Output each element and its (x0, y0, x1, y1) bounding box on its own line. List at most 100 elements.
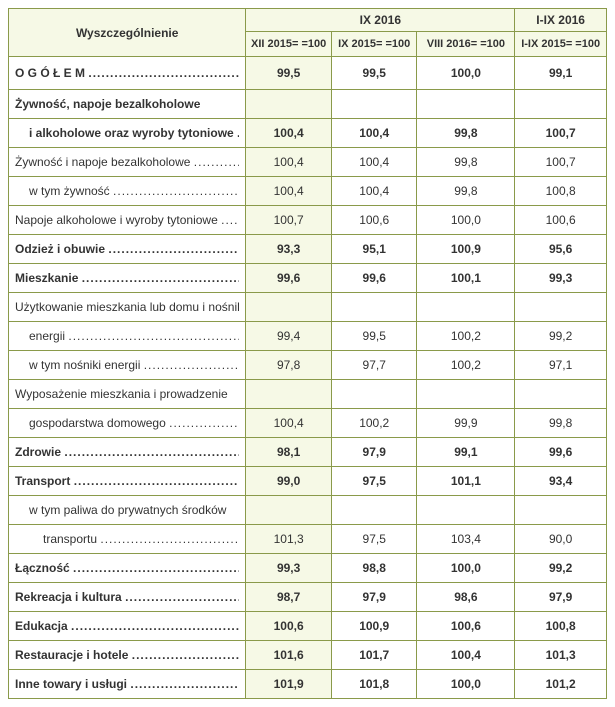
row-label: Restauracje i hotele (9, 641, 246, 670)
cell-value: 100,1 (417, 264, 515, 293)
row-label-text: Łączność (15, 561, 70, 575)
cell-value: 99,5 (331, 57, 417, 90)
cell-value (515, 90, 607, 119)
row-label: Zdrowie (9, 438, 246, 467)
table-row: energii 99,499,5100,299,2 (9, 322, 607, 351)
cell-value: 101,9 (246, 670, 332, 699)
leader-dots (108, 242, 239, 256)
cell-value: 99,6 (331, 264, 417, 293)
cell-value: 100,7 (246, 206, 332, 235)
cell-value: 100,6 (515, 206, 607, 235)
cell-value: 99,1 (515, 57, 607, 90)
leader-dots (221, 213, 239, 227)
cell-value (331, 293, 417, 322)
table-row: w tym nośniki energii 97,897,7100,297,1 (9, 351, 607, 380)
table-row: Edukacja 100,6100,9100,6100,8 (9, 612, 607, 641)
cell-value: 99,3 (515, 264, 607, 293)
cell-value: 103,4 (417, 525, 515, 554)
leader-dots (130, 677, 239, 691)
cell-value: 100,2 (417, 351, 515, 380)
cell-value: 93,3 (246, 235, 332, 264)
row-label-text: Transport (15, 474, 70, 488)
header-sub-2: VIII 2016= =100 (417, 32, 515, 57)
cell-value (417, 90, 515, 119)
cell-value: 99,9 (417, 409, 515, 438)
row-label: i alkoholowe oraz wyroby tytoniowe (9, 119, 246, 148)
row-label: energii (9, 322, 246, 351)
cell-value: 98,7 (246, 583, 332, 612)
leader-dots (132, 648, 240, 662)
cell-value: 100,4 (246, 409, 332, 438)
cell-value: 99,5 (246, 57, 332, 90)
row-label-text: Inne towary i usługi (15, 677, 127, 691)
table-row: Mieszkanie 99,699,6100,199,3 (9, 264, 607, 293)
cell-value: 99,6 (246, 264, 332, 293)
row-label-text: Edukacja (15, 619, 68, 633)
cell-value: 97,1 (515, 351, 607, 380)
leader-dots (113, 184, 239, 198)
cell-value: 99,8 (417, 148, 515, 177)
row-label-text: O G Ó Ł E M (15, 66, 85, 80)
table-row: Wyposażenie mieszkania i prowadzenie (9, 380, 607, 409)
table-row: Transport 99,097,5101,193,4 (9, 467, 607, 496)
leader-dots (64, 445, 239, 459)
header-group-1: IX 2016 (246, 9, 515, 32)
cell-value: 99,4 (246, 322, 332, 351)
row-label-text: transportu (43, 532, 97, 546)
cell-value: 97,9 (331, 438, 417, 467)
row-label-text: w tym paliwa do prywatnych środków (29, 503, 226, 517)
cell-value: 100,0 (417, 57, 515, 90)
cell-value: 97,5 (331, 467, 417, 496)
cell-value: 95,6 (515, 235, 607, 264)
cell-value: 98,6 (417, 583, 515, 612)
table-row: Inne towary i usługi 101,9101,8100,0101,… (9, 670, 607, 699)
leader-dots (68, 329, 239, 343)
table-row: w tym paliwa do prywatnych środków (9, 496, 607, 525)
cell-value: 100,7 (515, 119, 607, 148)
header-sub-3: I-IX 2015= =100 (515, 32, 607, 57)
row-label-text: Żywność, napoje bezalkoholowe (15, 97, 200, 111)
table-row: Użytkowanie mieszkania lub domu i nośnik… (9, 293, 607, 322)
table-row: Napoje alkoholowe i wyroby tytoniowe 100… (9, 206, 607, 235)
table-row: O G Ó Ł E M 99,599,5100,099,1 (9, 57, 607, 90)
cell-value: 100,4 (417, 641, 515, 670)
row-label: w tym nośniki energii (9, 351, 246, 380)
cell-value (246, 496, 332, 525)
row-label: Łączność (9, 554, 246, 583)
cell-value: 100,8 (515, 177, 607, 206)
cell-value: 101,6 (246, 641, 332, 670)
table-row: Odzież i obuwie 93,395,1100,995,6 (9, 235, 607, 264)
cell-value: 97,9 (515, 583, 607, 612)
table-row: Żywność, napoje bezalkoholowe (9, 90, 607, 119)
cell-value (515, 293, 607, 322)
cell-value: 101,3 (246, 525, 332, 554)
row-label-text: Wyposażenie mieszkania i prowadzenie (15, 387, 228, 401)
table-row: Łączność 99,398,8100,099,2 (9, 554, 607, 583)
table-row: gospodarstwa domowego 100,4100,299,999,8 (9, 409, 607, 438)
leader-dots (194, 155, 240, 169)
row-label-text: i alkoholowe oraz wyroby tytoniowe (29, 126, 234, 140)
header-row-label: Wyszczególnienie (9, 9, 246, 57)
cell-value: 100,4 (331, 177, 417, 206)
leader-dots (73, 561, 239, 575)
cell-value (417, 293, 515, 322)
table-body: O G Ó Ł E M 99,599,5100,099,1Żywność, na… (9, 57, 607, 699)
cell-value: 99,5 (331, 322, 417, 351)
row-label: Wyposażenie mieszkania i prowadzenie (9, 380, 246, 409)
cell-value: 100,7 (515, 148, 607, 177)
table-row: Restauracje i hotele 101,6101,7100,4101,… (9, 641, 607, 670)
row-label: Użytkowanie mieszkania lub domu i nośnik… (9, 293, 246, 322)
cell-value: 98,8 (331, 554, 417, 583)
row-label: Edukacja (9, 612, 246, 641)
row-label: w tym żywność (9, 177, 246, 206)
cell-value: 100,9 (417, 235, 515, 264)
cell-value: 90,0 (515, 525, 607, 554)
table-header: Wyszczególnienie IX 2016 I-IX 2016 XII 2… (9, 9, 607, 57)
price-index-table: Wyszczególnienie IX 2016 I-IX 2016 XII 2… (8, 8, 607, 699)
cell-value: 101,8 (331, 670, 417, 699)
cell-value (417, 496, 515, 525)
leader-dots (169, 416, 239, 430)
cell-value: 100,6 (246, 612, 332, 641)
table-row: Zdrowie 98,197,999,199,6 (9, 438, 607, 467)
cell-value: 100,4 (246, 119, 332, 148)
